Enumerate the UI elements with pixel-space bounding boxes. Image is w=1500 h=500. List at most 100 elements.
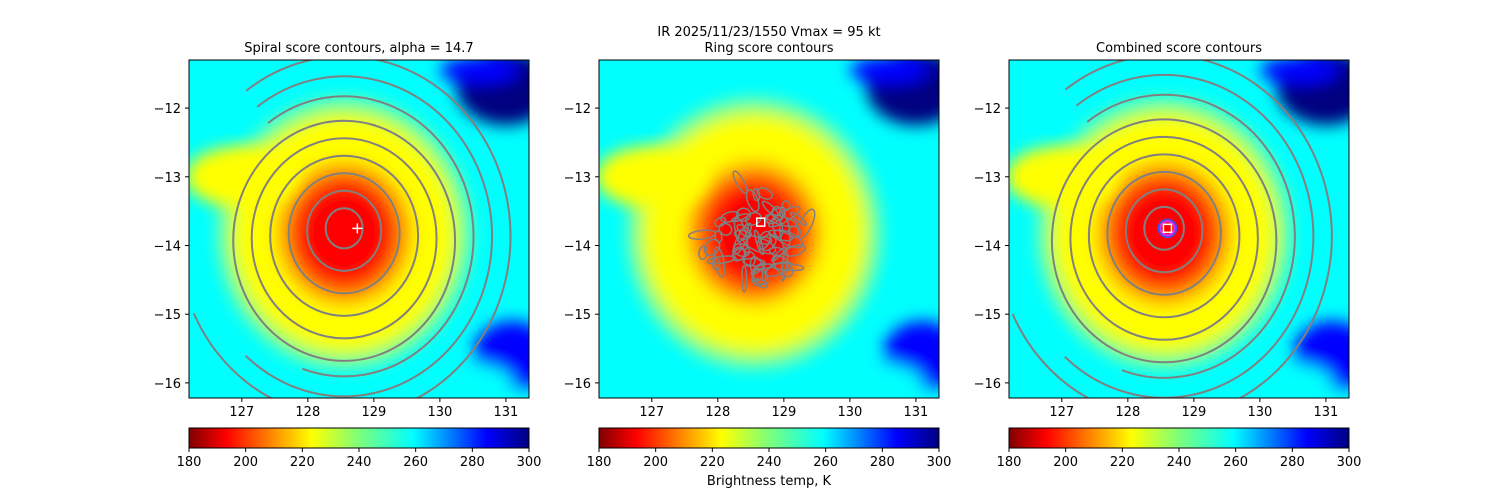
x-tick-label: 129 <box>1181 405 1206 420</box>
brightness-temperature-image <box>189 60 529 398</box>
colorbar-tick-label: 200 <box>233 455 258 470</box>
contour-blob <box>790 211 808 226</box>
x-tick-label: 129 <box>361 405 386 420</box>
panel-title: Ring score contours <box>704 41 833 56</box>
highlight-ring-inner <box>1157 218 1178 239</box>
colorbar-tick-label: 300 <box>1337 455 1362 470</box>
x-tick-label: 131 <box>493 405 518 420</box>
center-marker-plus <box>352 223 363 234</box>
contour-blob <box>765 213 798 228</box>
contour-arc <box>267 95 475 378</box>
x-tick-label: 128 <box>705 405 730 420</box>
y-tick-label: −14 <box>974 239 1001 254</box>
axes-frame <box>598 59 940 399</box>
x-tick-label: 129 <box>771 405 796 420</box>
contour-arc <box>244 75 494 398</box>
x-tick-label: 128 <box>1115 405 1140 420</box>
colorbar-tick-label: 200 <box>1053 455 1078 470</box>
contour-blob <box>759 233 777 252</box>
contour-ring <box>250 137 438 340</box>
contour-blob <box>711 256 721 271</box>
colorbar-tick-label: 200 <box>643 455 668 470</box>
colorbar-tick-label: 300 <box>927 455 952 470</box>
axes-frame <box>188 59 530 399</box>
figure-suptitle: IR 2025/11/23/1550 Vmax = 95 kt <box>657 25 880 40</box>
colorbar-1: 180 200 220 240 260 280 300 <box>177 427 542 470</box>
colorbar-tick-label: 260 <box>1223 455 1248 470</box>
x-tick-label: 128 <box>295 405 320 420</box>
x-tick-label: 130 <box>427 405 452 420</box>
contour-ring <box>232 119 457 362</box>
contour-arc <box>1086 93 1296 379</box>
contour-ring <box>1124 188 1204 274</box>
y-tick-label: −12 <box>154 102 181 117</box>
contour-blob <box>714 216 727 228</box>
contour-ring <box>269 154 420 317</box>
colorbar-bar <box>598 427 940 449</box>
contour-blob <box>703 238 721 257</box>
colorbar-tick-label: 180 <box>177 455 202 470</box>
contour-blob <box>772 216 784 239</box>
contour-blob <box>745 211 762 226</box>
colorbar-tick-label: 180 <box>587 455 612 470</box>
colorbar-2: 180 200 220 240 260 280 300 <box>587 427 952 470</box>
contour-blob <box>698 245 709 261</box>
x-tick-label: 130 <box>1247 405 1272 420</box>
contour-blob <box>745 189 760 213</box>
contour-ring <box>1069 135 1259 341</box>
contour-blob <box>732 246 747 261</box>
highlight-ring <box>1159 220 1176 237</box>
contour-ring <box>306 189 383 272</box>
colorbar-tick-label: 280 <box>1280 455 1305 470</box>
axes-frame <box>1008 59 1350 399</box>
colorbar-tick-label: 220 <box>700 455 725 470</box>
contour-blob <box>713 246 726 278</box>
contour-blob <box>768 246 785 257</box>
y-tick-label: −13 <box>564 171 591 186</box>
y-tick-label: −13 <box>154 171 181 186</box>
brightness-temperature-image <box>1009 60 1349 398</box>
contour-blob <box>687 229 717 240</box>
colorbar-bar <box>188 427 530 449</box>
colorbar-tick-label: 280 <box>460 455 485 470</box>
contour-ring <box>287 172 401 295</box>
x-tick-label: 131 <box>1313 405 1338 420</box>
contour-blob <box>737 224 750 243</box>
colorbar-3: 180 200 220 240 260 280 300 <box>997 427 1362 470</box>
colorbar-tick-label: 300 <box>517 455 542 470</box>
contour-ring <box>1087 153 1241 319</box>
y-tick-label: −13 <box>974 171 1001 186</box>
contour-blob <box>767 205 801 228</box>
y-tick-label: −12 <box>974 102 1001 117</box>
contour-ring <box>1143 205 1185 251</box>
colorbar-tick-label: 240 <box>757 455 782 470</box>
contour-blob <box>741 264 748 293</box>
contour-arc <box>1011 60 1333 398</box>
colorbar-tick-label: 260 <box>403 455 428 470</box>
colorbar-tick-label: 180 <box>997 455 1022 470</box>
panel-title: Combined score contours <box>1096 41 1262 56</box>
score-contours <box>687 170 816 293</box>
x-tick-label: 131 <box>903 405 928 420</box>
contour-blob <box>749 256 769 289</box>
contour-arc <box>192 60 512 398</box>
colorbar-tick-label: 220 <box>290 455 315 470</box>
y-tick-label: −16 <box>564 377 591 392</box>
center-marker-square <box>755 217 766 227</box>
contour-blob <box>756 187 774 200</box>
colorbar-tick-label: 280 <box>870 455 895 470</box>
contour-blob <box>742 257 766 267</box>
y-tick-label: −15 <box>974 308 1001 323</box>
contour-ring <box>324 207 364 250</box>
x-tick-label: 127 <box>639 405 664 420</box>
colorbar-tick-label: 220 <box>1110 455 1135 470</box>
contour-ring <box>1106 170 1222 296</box>
panel-3: Combined score contours 127 128 129 130 131 −1… <box>974 41 1362 470</box>
x-tick-label: 130 <box>837 405 862 420</box>
contour-blob <box>720 210 740 223</box>
colorbar-bar <box>1008 427 1350 449</box>
center-marker-square <box>1162 223 1173 234</box>
x-tick-label: 127 <box>1049 405 1074 420</box>
x-tick-label: 127 <box>229 405 254 420</box>
